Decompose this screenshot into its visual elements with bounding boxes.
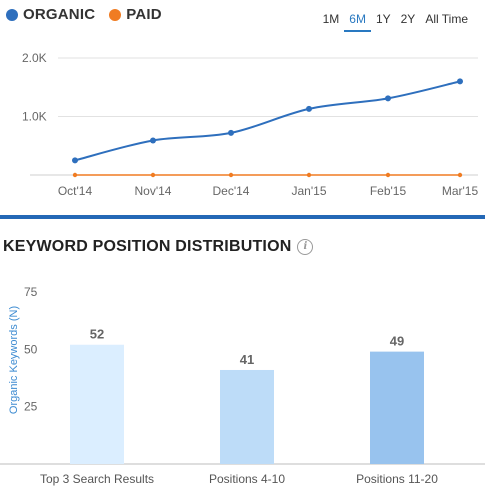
bar (370, 351, 424, 464)
paid-data-point (457, 172, 463, 178)
time-range-selector: 1M 6M 1Y 2Y All Time (318, 10, 473, 32)
range-2y[interactable]: 2Y (400, 12, 416, 26)
organic-traffic-line-chart: 1.0K 2.0K Oct'14 Nov'14 Dec'14 Jan'15 Feb'15 Ma… (22, 51, 479, 198)
bar-value-label: 41 (240, 352, 254, 367)
bar (70, 344, 124, 464)
bar-value-label: 52 (90, 327, 104, 342)
bar (220, 369, 274, 464)
legend-paid-label: PAID (126, 6, 162, 23)
organic-data-point (306, 105, 312, 112)
x-tick-label: Positions 11-20 (356, 472, 438, 486)
organic-data-point (150, 137, 156, 144)
info-icon[interactable]: i (297, 239, 314, 255)
keyword-distribution-bar-chart: Organic Keywords (N) 25 50 75 52 Top 3 Search… (0, 285, 485, 486)
y-tick-label: 25 (24, 400, 38, 414)
x-tick-label: Jan'15 (292, 184, 327, 198)
x-tick-label: Nov'14 (135, 184, 172, 198)
x-tick-label: Top 3 Search Results (40, 472, 154, 486)
x-tick-label: Oct'14 (58, 184, 93, 198)
y-tick-label: 2.0K (22, 51, 47, 65)
organic-series-line (74, 80, 461, 162)
y-tick-label: 1.0K (22, 110, 47, 124)
organic-data-point (385, 95, 391, 102)
paid-dot-icon (109, 8, 122, 21)
x-tick-label: Positions 4-10 (209, 472, 285, 486)
organic-data-point (228, 129, 234, 136)
organic-data-point (457, 78, 463, 85)
organic-dot-icon (6, 8, 18, 21)
range-1y[interactable]: 1Y (375, 12, 391, 26)
paid-data-point (72, 172, 78, 178)
x-tick-label: Feb'15 (370, 184, 407, 198)
legend-organic-label: ORGANIC (23, 6, 96, 23)
section-divider (0, 215, 485, 219)
y-tick-label: 75 (24, 285, 38, 299)
section-title-text: KEYWORD POSITION DISTRIBUTION (3, 238, 292, 255)
paid-data-point (385, 172, 391, 178)
y-axis-title: Organic Keywords (N) (8, 306, 20, 414)
range-6m[interactable]: 6M (344, 10, 371, 32)
chart-legend: ORGANIC PAID (6, 6, 162, 23)
paid-data-point (150, 172, 156, 178)
legend-paid[interactable]: PAID (109, 6, 162, 23)
range-all-time[interactable]: All Time (425, 12, 468, 26)
x-tick-label: Dec'14 (213, 184, 250, 198)
x-tick-label: Mar'15 (442, 184, 479, 198)
organic-data-point (72, 157, 78, 164)
bar-value-label: 49 (390, 334, 404, 349)
paid-data-point (306, 172, 312, 178)
legend-organic[interactable]: ORGANIC (6, 6, 95, 23)
range-1m[interactable]: 1M (322, 12, 340, 26)
paid-data-point (228, 172, 234, 178)
section-title: KEYWORD POSITION DISTRIBUTION i (3, 238, 314, 256)
y-tick-label: 50 (24, 342, 38, 356)
